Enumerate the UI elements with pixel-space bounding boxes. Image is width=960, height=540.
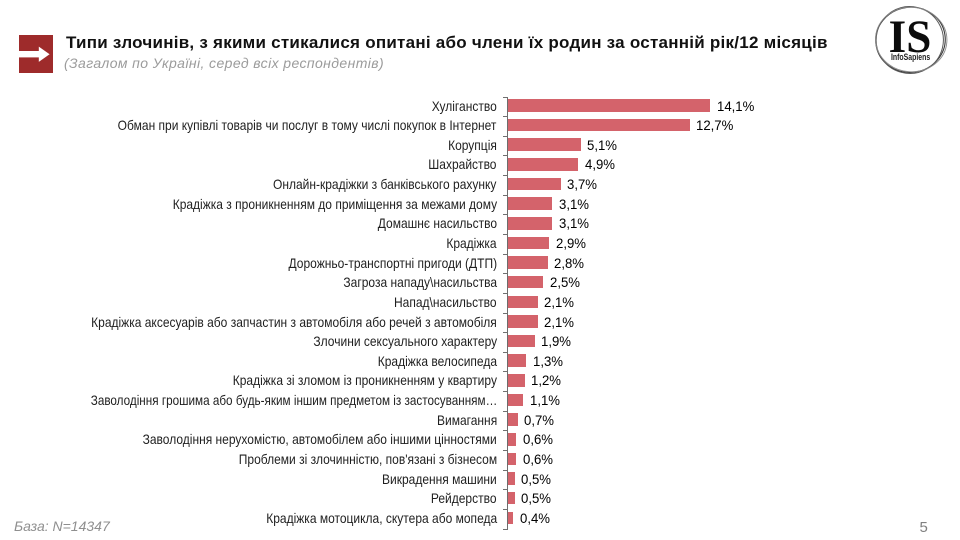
svg-text:IS: IS <box>889 10 932 62</box>
svg-text:InfoSapiens: InfoSapiens <box>891 52 931 62</box>
